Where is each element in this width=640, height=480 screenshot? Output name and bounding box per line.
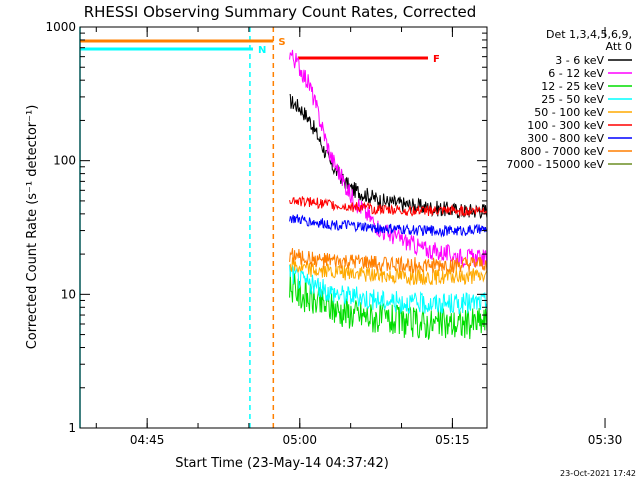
x-tick-label: 05:30 bbox=[588, 433, 623, 447]
plot-area: SNNF bbox=[79, 27, 487, 428]
plot-frame bbox=[79, 26, 488, 429]
x-tick-label: 05:15 bbox=[435, 433, 470, 447]
y-axis-label: Corrected Count Rate (s⁻¹ detector⁻¹) bbox=[25, 105, 40, 350]
y-tick-label: 10 bbox=[61, 287, 76, 301]
legend-header: Att 0 bbox=[606, 40, 632, 53]
legend-entry-label: 12 - 25 keV bbox=[541, 80, 604, 93]
x-tick-label: 04:45 bbox=[130, 433, 165, 447]
flag-label: S bbox=[278, 37, 285, 48]
flag-label: F bbox=[433, 54, 440, 65]
legend-entry-label: 3 - 6 keV bbox=[555, 54, 604, 67]
series-line bbox=[289, 257, 487, 286]
y-tick-label: 100 bbox=[53, 154, 76, 168]
series-line bbox=[289, 196, 487, 217]
series-line bbox=[289, 49, 487, 269]
series-group bbox=[289, 49, 487, 340]
x-tick-label: 05:00 bbox=[282, 433, 317, 447]
legend-entry-label: 800 - 7000 keV bbox=[520, 145, 604, 158]
chart-title: RHESSI Observing Summary Count Rates, Co… bbox=[84, 3, 477, 21]
series-line bbox=[289, 94, 487, 220]
legend-entry-label: 300 - 800 keV bbox=[527, 132, 604, 145]
legend-entry-label: 100 - 300 keV bbox=[527, 119, 604, 132]
y-tick-label: 1 bbox=[68, 421, 76, 435]
footer-timestamp: 23-Oct-2021 17:42 bbox=[560, 469, 636, 478]
flag-label: N bbox=[258, 45, 266, 56]
series-line bbox=[289, 264, 487, 315]
legend-entry-label: 6 - 12 keV bbox=[548, 67, 604, 80]
series-line bbox=[289, 272, 487, 340]
legend-header: Det 1,3,4,5,6,9, bbox=[546, 28, 632, 41]
series-line bbox=[289, 214, 487, 238]
series-line bbox=[289, 248, 487, 274]
axes: 110100100004:4505:0005:1505:3005:4506:00… bbox=[45, 20, 623, 447]
legend-entry-label: 50 - 100 keV bbox=[534, 106, 604, 119]
legend-entry-label: 7000 - 15000 keV bbox=[506, 158, 604, 171]
x-axis-label: Start Time (23-May-14 04:37:42) bbox=[175, 456, 389, 471]
legend-entry-label: 25 - 50 keV bbox=[541, 93, 604, 106]
y-tick-label: 1000 bbox=[45, 20, 76, 34]
